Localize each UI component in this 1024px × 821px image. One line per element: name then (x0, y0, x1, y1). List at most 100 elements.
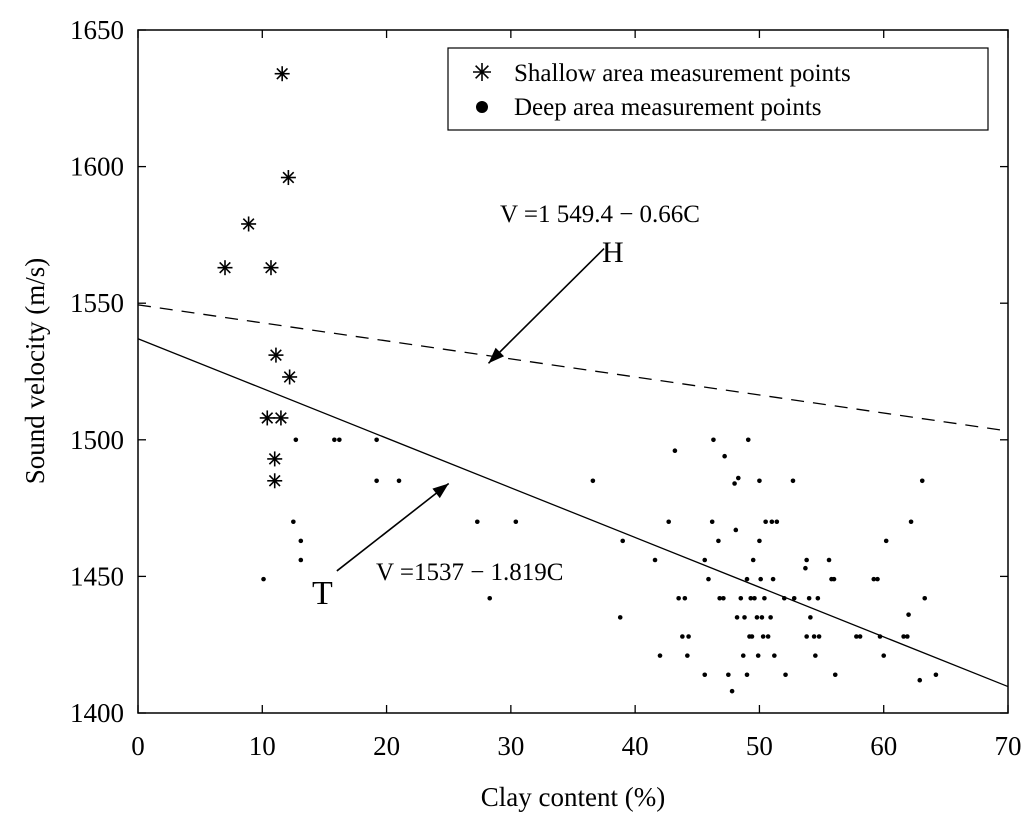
deep-point (765, 634, 771, 639)
deep-point (763, 519, 768, 525)
deep-point (742, 615, 747, 620)
x-tick-label: 20 (373, 731, 400, 761)
deep-point (721, 595, 726, 601)
annotation-arrowhead-h (488, 347, 505, 364)
deep-point (261, 576, 266, 582)
deep-point (831, 576, 837, 582)
annotation-arrowhead-t (432, 483, 449, 499)
deep-point (816, 634, 822, 639)
shallow-point (267, 473, 283, 489)
shallow-point (259, 410, 275, 426)
deep-point (666, 519, 671, 525)
deep-point (750, 557, 756, 563)
deep-point (883, 538, 889, 544)
deep-point (759, 615, 765, 620)
deep-point (826, 557, 832, 563)
deep-point (757, 478, 762, 484)
deep-point (298, 557, 304, 563)
deep-point (854, 634, 859, 639)
deep-point (875, 576, 880, 582)
deep-point (770, 576, 776, 582)
deep-point (772, 653, 777, 658)
deep-point (686, 634, 691, 639)
deep-point (744, 672, 750, 678)
deep-point (726, 672, 731, 678)
deep-point (769, 519, 775, 525)
deep-point (933, 672, 939, 678)
shallow-point (282, 369, 298, 385)
y-tick-label: 1500 (70, 425, 124, 455)
legend-label-deep: Deep area measurement points (514, 94, 822, 121)
legend-marker-shallow (473, 63, 491, 81)
deep-point (685, 653, 690, 658)
deep-point (620, 538, 626, 544)
deep-point (682, 595, 688, 601)
deep-point (754, 615, 760, 620)
deep-point (749, 634, 755, 639)
deep-point (396, 478, 402, 484)
deep-point (706, 576, 711, 582)
deep-point (813, 653, 818, 658)
x-axis-label: Clay content (%) (481, 782, 665, 812)
x-tick-label: 50 (746, 731, 773, 761)
equation-label-t: V =1537 − 1.819C (376, 559, 563, 586)
shallow-point (280, 170, 296, 186)
deep-point (758, 576, 763, 582)
annotation-label-h: H (602, 236, 624, 269)
deep-point (652, 557, 658, 563)
shallow-point (273, 410, 289, 426)
y-tick-label: 1400 (70, 698, 124, 728)
deep-point (702, 557, 708, 563)
x-tick-label: 60 (870, 731, 897, 761)
deep-point (293, 437, 299, 443)
deep-point (487, 595, 493, 601)
deep-point (291, 519, 296, 525)
deep-point (781, 595, 787, 601)
deep-point (513, 519, 519, 525)
deep-point (709, 519, 715, 525)
deep-point (804, 634, 809, 639)
deep-point (755, 653, 761, 658)
deep-point (734, 615, 740, 620)
legend-box (447, 47, 989, 131)
annotation-label-t: T (312, 575, 333, 612)
deep-point (832, 672, 838, 678)
legend-marker-deep (476, 101, 488, 113)
deep-point (590, 478, 596, 484)
deep-point (808, 615, 813, 620)
equation-label-h: V =1 549.4 − 0.66C (500, 201, 700, 228)
deep-point (871, 576, 877, 582)
deep-point (745, 437, 751, 443)
shallow-point (267, 451, 283, 467)
deep-point (791, 595, 797, 601)
x-tick-label: 40 (622, 731, 649, 761)
deep-point (374, 478, 379, 484)
deep-point (757, 538, 762, 544)
deep-point (768, 615, 773, 620)
regression-line-t (137, 338, 1009, 688)
deep-point (475, 519, 480, 525)
plot-frame (137, 29, 1009, 714)
deep-point (298, 538, 304, 544)
deep-point (908, 519, 914, 525)
deep-point (680, 634, 685, 639)
shallow-point (217, 260, 233, 276)
y-tick-label: 1450 (70, 561, 124, 591)
deep-point (752, 595, 757, 601)
deep-point (332, 437, 337, 443)
deep-point (722, 453, 727, 459)
x-tick-label: 10 (249, 731, 276, 761)
deep-point (774, 519, 780, 525)
deep-point (733, 527, 739, 533)
deep-point (877, 634, 883, 639)
deep-point (672, 448, 678, 454)
legend-label-shallow: Shallow area measurement points (514, 60, 851, 87)
shallow-point (268, 347, 284, 363)
deep-point (783, 672, 788, 678)
deep-point (881, 653, 887, 658)
deep-point (744, 576, 750, 582)
deep-point (657, 653, 663, 658)
deep-point (905, 634, 910, 639)
deep-point (922, 595, 928, 601)
